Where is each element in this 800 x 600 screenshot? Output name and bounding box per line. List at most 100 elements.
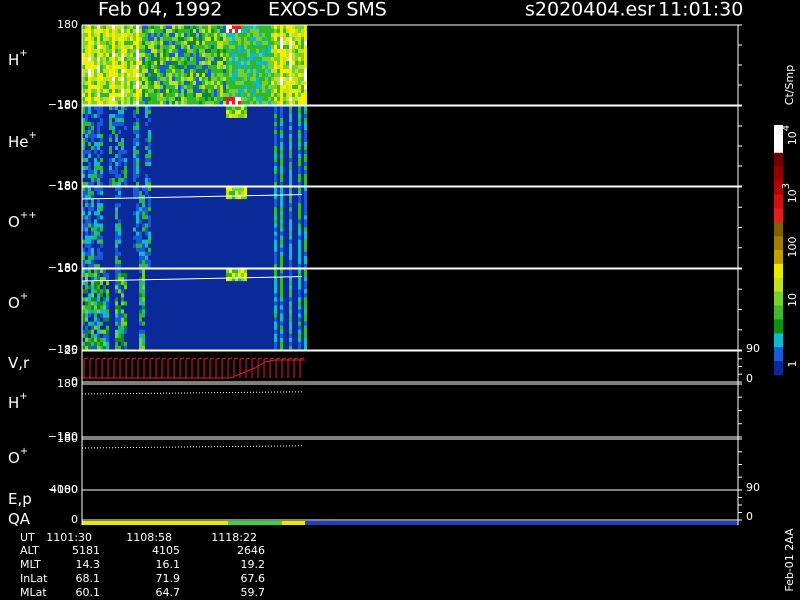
spectrogram-cell <box>196 73 199 78</box>
spectrogram-cell <box>166 174 169 179</box>
spectrogram-cell <box>112 345 115 351</box>
spectrogram-cell <box>286 114 289 119</box>
spectrogram-cell <box>298 227 301 232</box>
spectrogram-cell <box>274 41 277 46</box>
spectrogram-cell <box>154 281 157 286</box>
spectrogram-cell <box>154 33 157 38</box>
spectrogram-cell <box>274 138 277 143</box>
spectrogram-cell <box>91 106 94 111</box>
spectrogram-cell <box>109 93 112 98</box>
spectrogram-cell <box>253 187 256 192</box>
spectrogram-cell <box>142 97 145 102</box>
spectrogram-cell <box>283 142 286 147</box>
spectrogram-cell <box>118 289 121 294</box>
spectrogram-cell <box>298 49 301 54</box>
spectrogram-cell <box>202 239 205 244</box>
spectrogram-cell <box>208 207 211 212</box>
spectrogram-cell <box>181 223 184 228</box>
spectrogram-cell <box>274 158 277 163</box>
spectrogram-cell <box>196 231 199 236</box>
spectrogram-cell <box>196 150 199 155</box>
spectrogram-cell <box>265 134 268 139</box>
spectrogram-cell <box>283 154 286 159</box>
spectrogram-cell <box>181 203 184 208</box>
spectrogram-cell <box>265 203 268 208</box>
spectrogram-cell <box>145 150 148 155</box>
spectrogram-cell <box>154 191 157 196</box>
spectrogram-cell <box>229 33 232 38</box>
spectrogram-cell <box>151 297 154 302</box>
spectrogram-cell <box>229 259 232 265</box>
spectrogram-cell <box>121 61 124 66</box>
spectrogram-cell <box>253 65 256 70</box>
spectrogram-cell <box>259 61 262 66</box>
spectrogram-cell <box>196 49 199 54</box>
spectrogram-cell <box>145 219 148 224</box>
spectrogram-cell <box>271 138 274 143</box>
spectrogram-cell <box>259 223 262 228</box>
spectrogram-cell <box>97 29 100 34</box>
spectrogram-cell <box>196 174 199 179</box>
spectrogram-cell <box>151 134 154 139</box>
spectrogram-cell <box>124 215 127 220</box>
spectrogram-cell <box>253 170 256 175</box>
spectrogram-cell <box>283 243 286 249</box>
spectrogram-cell <box>133 255 136 261</box>
spectrogram-cell <box>220 110 223 115</box>
spectrogram-cell <box>304 69 307 74</box>
spectrogram-cell <box>163 93 166 98</box>
spectrogram-cell <box>142 333 145 339</box>
spectrogram-cell <box>91 191 94 196</box>
spectrogram-cell <box>148 313 151 318</box>
spectrogram-cell <box>88 25 91 30</box>
spectrogram-cell <box>187 130 190 135</box>
spectrogram-cell <box>94 89 97 94</box>
spectrogram-cell <box>298 69 301 74</box>
spectrogram-cell <box>289 162 292 167</box>
spectrogram-cell <box>160 61 163 66</box>
spectrogram-cell <box>229 146 232 151</box>
spectrogram-cell <box>232 231 235 236</box>
spectrogram-cell <box>106 293 109 298</box>
spectrogram-cell <box>268 211 271 216</box>
spectrogram-cell <box>148 321 151 326</box>
spectrogram-cell <box>109 341 112 347</box>
spectrogram-cell <box>241 227 244 232</box>
spectrogram-cell <box>292 97 295 102</box>
spectrogram-cell <box>193 211 196 216</box>
spectrogram-cell <box>196 97 199 102</box>
spectrogram-cell <box>85 243 88 249</box>
spectrogram-cell <box>106 207 109 212</box>
spectrogram-cell <box>265 231 268 236</box>
spectrogram-cell <box>91 182 94 187</box>
spectrogram-cell <box>250 97 253 102</box>
spectrogram-cell <box>163 81 166 86</box>
spectrogram-cell <box>226 110 229 115</box>
spectrogram-cell <box>82 215 85 220</box>
spectrogram-cell <box>253 45 256 50</box>
spectrogram-cell <box>304 81 307 86</box>
spectrogram-cell <box>220 199 223 204</box>
spectrogram-cell <box>154 166 157 171</box>
spectrogram-cell <box>118 317 121 322</box>
spectrogram-cell <box>193 41 196 46</box>
spectrogram-cell <box>112 73 115 78</box>
spectrogram-cell <box>88 285 91 290</box>
spectrogram-cell <box>109 178 112 183</box>
spectrogram-cell <box>256 57 259 62</box>
spectrogram-cell <box>118 81 121 86</box>
spectrogram-cell <box>205 65 208 70</box>
spectrogram-cell <box>148 118 151 123</box>
spectrogram-cell <box>97 150 100 155</box>
spectrogram-cell <box>187 263 190 269</box>
spectrogram-cell <box>136 45 139 50</box>
spectrogram-cell <box>190 247 193 253</box>
spectrogram-cell <box>136 285 139 290</box>
spectrogram-cell <box>127 263 130 269</box>
spectrogram-cell <box>139 223 142 228</box>
spectrogram-cell <box>262 110 265 115</box>
spectrogram-cell <box>85 45 88 50</box>
spectrogram-cell <box>91 337 94 343</box>
spectrogram-cell <box>172 166 175 171</box>
spectrogram-cell <box>214 85 217 90</box>
